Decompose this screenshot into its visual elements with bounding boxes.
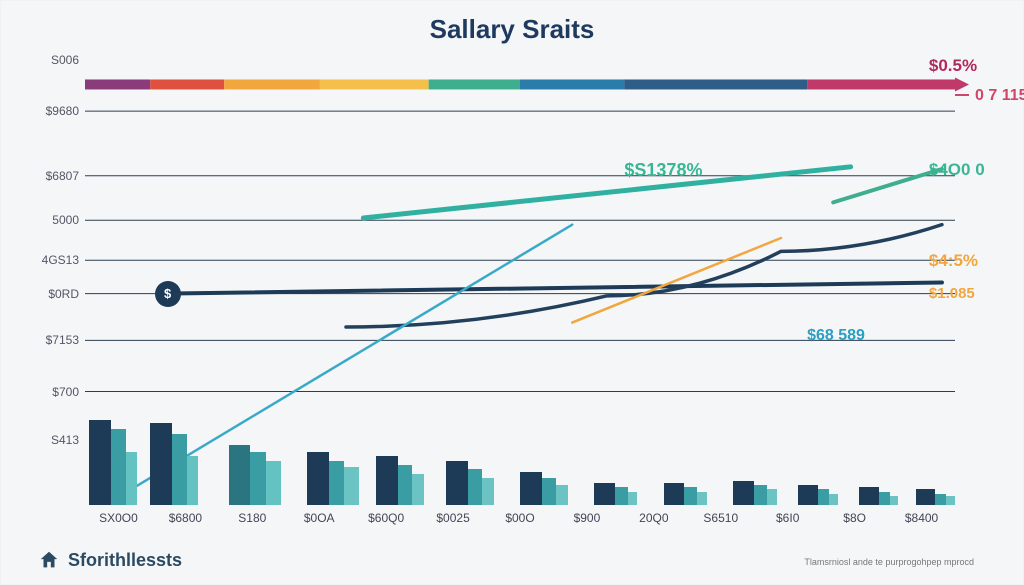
bar-group bbox=[520, 60, 568, 505]
annotation: $68 589 bbox=[807, 327, 865, 345]
x-tick: 20Q0 bbox=[639, 511, 668, 525]
bar bbox=[266, 461, 281, 506]
chart-title: Sallary Sraits bbox=[0, 14, 1024, 45]
bar bbox=[307, 452, 329, 505]
y-tick: $7153 bbox=[46, 333, 79, 347]
footnote-text: Tlamsrniosl ande te purprogohpep mprocd bbox=[804, 557, 974, 567]
bar bbox=[187, 456, 198, 505]
bar-group bbox=[916, 60, 955, 505]
y-tick: $700 bbox=[52, 385, 79, 399]
bar bbox=[818, 489, 829, 505]
bar-group bbox=[798, 60, 837, 505]
bar-group bbox=[664, 60, 708, 505]
annotation: $S1378% bbox=[624, 160, 702, 181]
bar bbox=[935, 494, 946, 505]
bar bbox=[664, 483, 685, 505]
bar bbox=[412, 474, 424, 505]
bar bbox=[111, 429, 126, 505]
bar-group bbox=[859, 60, 898, 505]
bar bbox=[916, 489, 936, 505]
y-tick: S413 bbox=[51, 433, 79, 447]
dollar-marker-icon: $ bbox=[155, 281, 181, 307]
x-tick: $0025 bbox=[436, 511, 469, 525]
y-tick: S006 bbox=[51, 53, 79, 67]
bar bbox=[398, 465, 412, 505]
bar bbox=[150, 423, 172, 505]
bar bbox=[446, 461, 468, 506]
bar bbox=[250, 452, 266, 505]
bar bbox=[946, 496, 955, 505]
bar bbox=[697, 492, 707, 505]
bar bbox=[329, 461, 345, 506]
bar bbox=[684, 487, 697, 505]
bar bbox=[542, 478, 556, 505]
bar bbox=[733, 481, 754, 505]
bar bbox=[89, 420, 111, 505]
bar bbox=[376, 456, 398, 505]
bar-group bbox=[594, 60, 638, 505]
brand-logo: Sforithllessts bbox=[38, 549, 182, 571]
annotation: $4O0 0 bbox=[929, 160, 985, 180]
x-tick: SX0O0 bbox=[99, 511, 138, 525]
bar bbox=[754, 485, 767, 505]
annotation: $1.085 bbox=[929, 285, 975, 302]
bar bbox=[594, 483, 615, 505]
bar bbox=[468, 469, 482, 505]
bar-group bbox=[307, 60, 359, 505]
x-tick: $0OA bbox=[304, 511, 335, 525]
chart-plot: S006$9680$680750004GS13$0RD$7153$700S413… bbox=[85, 60, 955, 505]
bar-group bbox=[446, 60, 494, 505]
y-tick: $0RD bbox=[48, 287, 79, 301]
x-tick: $6800 bbox=[169, 511, 202, 525]
bar bbox=[829, 494, 838, 505]
x-tick: $8400 bbox=[905, 511, 938, 525]
y-tick: 4GS13 bbox=[42, 253, 79, 267]
x-tick: $900 bbox=[574, 511, 601, 525]
annotation: $4:5% bbox=[929, 251, 978, 271]
bar bbox=[628, 492, 638, 505]
bar bbox=[229, 445, 251, 505]
brand-text: Sforithllessts bbox=[68, 550, 182, 571]
bar-group bbox=[733, 60, 777, 505]
x-tick: S180 bbox=[238, 511, 266, 525]
bar bbox=[890, 496, 899, 505]
x-tick: $00O bbox=[505, 511, 534, 525]
bar-groups bbox=[85, 60, 955, 505]
bar-group bbox=[376, 60, 424, 505]
bar-group bbox=[229, 60, 281, 505]
x-tick: $60Q0 bbox=[368, 511, 404, 525]
bar bbox=[859, 487, 879, 505]
bar bbox=[520, 472, 542, 505]
bar bbox=[344, 467, 359, 505]
y-tick: $9680 bbox=[46, 104, 79, 118]
x-tick: $6I0 bbox=[776, 511, 799, 525]
bar bbox=[798, 485, 818, 505]
y-tick: $6807 bbox=[46, 169, 79, 183]
bar bbox=[767, 489, 777, 505]
annotation: 0 7 1154 bbox=[955, 87, 1024, 105]
annotation: $0.5% bbox=[929, 56, 977, 76]
bar bbox=[172, 434, 187, 505]
bar bbox=[126, 452, 137, 505]
y-tick: 5000 bbox=[52, 213, 79, 227]
x-tick: $8O bbox=[843, 511, 866, 525]
bar-group bbox=[89, 60, 137, 505]
bar bbox=[482, 478, 494, 505]
bar bbox=[615, 487, 628, 505]
house-icon bbox=[38, 549, 60, 571]
bar bbox=[556, 485, 568, 505]
x-tick: S6510 bbox=[703, 511, 738, 525]
bar bbox=[879, 492, 890, 505]
